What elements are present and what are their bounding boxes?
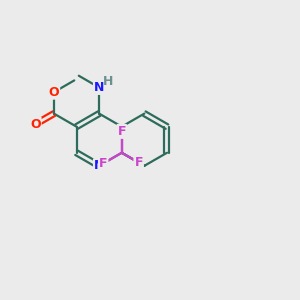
Text: N: N (94, 159, 104, 172)
Text: O: O (49, 86, 59, 99)
Text: F: F (134, 156, 143, 169)
Text: F: F (118, 125, 126, 138)
Text: H: H (103, 75, 114, 88)
Text: F: F (99, 157, 107, 170)
Text: O: O (30, 118, 41, 131)
Text: N: N (94, 81, 104, 94)
